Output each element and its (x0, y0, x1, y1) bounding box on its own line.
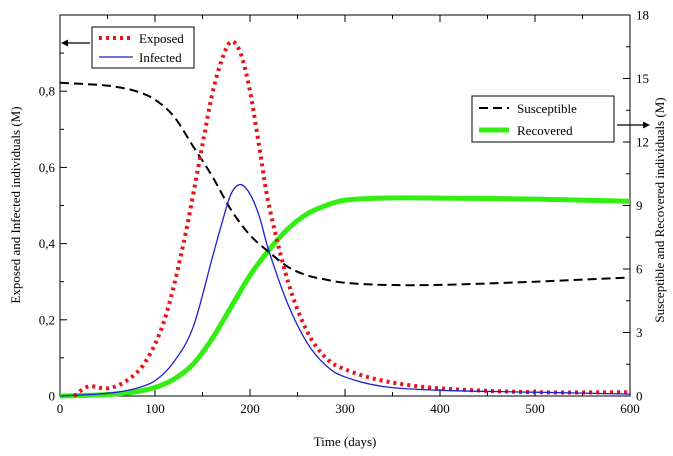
y-left-axis-label: Exposed and Infected individuals (M) (8, 106, 23, 303)
left-axis-arrow-icon (61, 39, 90, 47)
y-left-axis-ticks: 0 0,2 0,4 0,6 0,8 (39, 52, 67, 404)
legend-right: Susceptible Recovered (471, 95, 615, 143)
y-right-tick-label: 3 (636, 325, 643, 340)
legend-label-infected: Infected (139, 50, 182, 65)
series-line-susceptible (59, 81, 631, 287)
x-tick-label: 200 (240, 401, 260, 416)
y-left-tick-label: 0,4 (39, 236, 56, 251)
y-left-tick-label: 0,2 (39, 312, 55, 327)
series-line-exposed (73, 39, 631, 398)
x-tick-label: 600 (620, 401, 640, 416)
right-axis-arrow-icon (617, 121, 650, 129)
y-right-tick-label: 9 (636, 198, 643, 213)
legend-label-susceptible: Susceptible (517, 101, 577, 116)
x-tick-label: 500 (525, 401, 545, 416)
plot-area (59, 14, 631, 397)
y-left-tick-label: 0,6 (39, 160, 56, 175)
legend-label-exposed: Exposed (139, 31, 184, 46)
y-right-tick-label: 18 (636, 8, 649, 23)
legend-label-recovered: Recovered (517, 123, 573, 138)
y-right-axis-ticks: 0 3 6 9 12 15 18 (623, 8, 649, 404)
series-line-infected (59, 183, 631, 397)
y-right-tick-label: 6 (636, 262, 643, 277)
y-right-axis-label: Susceptible and Recovered individuals (M… (652, 97, 667, 322)
x-tick-label: 100 (145, 401, 165, 416)
legend-right-box (471, 95, 615, 143)
series-layer (59, 39, 631, 399)
y-right-tick-label: 12 (636, 135, 649, 150)
y-left-tick-label: 0 (49, 389, 56, 404)
y-right-tick-label: 0 (636, 389, 643, 404)
x-tick-label: 0 (57, 401, 64, 416)
series-line-recovered (59, 195, 631, 399)
y-left-tick-label: 0,8 (39, 84, 55, 99)
x-axis-ticks: 0 100 200 300 400 500 600 (57, 15, 640, 416)
x-tick-label: 300 (335, 401, 355, 416)
x-tick-label: 400 (430, 401, 450, 416)
legend-left: Exposed Infected (91, 26, 195, 69)
y-right-tick-label: 15 (636, 71, 649, 86)
x-axis-label: Time (days) (314, 434, 377, 449)
legend-left-box (91, 26, 195, 69)
